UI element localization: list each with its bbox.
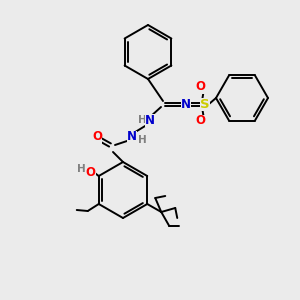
Text: O: O: [195, 80, 205, 94]
Text: N: N: [181, 98, 191, 110]
Text: O: O: [195, 115, 205, 128]
Text: H: H: [77, 164, 86, 174]
Text: S: S: [200, 98, 210, 110]
Text: N: N: [145, 113, 155, 127]
Text: N: N: [127, 130, 137, 143]
Text: O: O: [86, 167, 96, 179]
Text: H: H: [138, 135, 146, 145]
Text: H: H: [138, 115, 146, 125]
Text: O: O: [92, 130, 102, 143]
